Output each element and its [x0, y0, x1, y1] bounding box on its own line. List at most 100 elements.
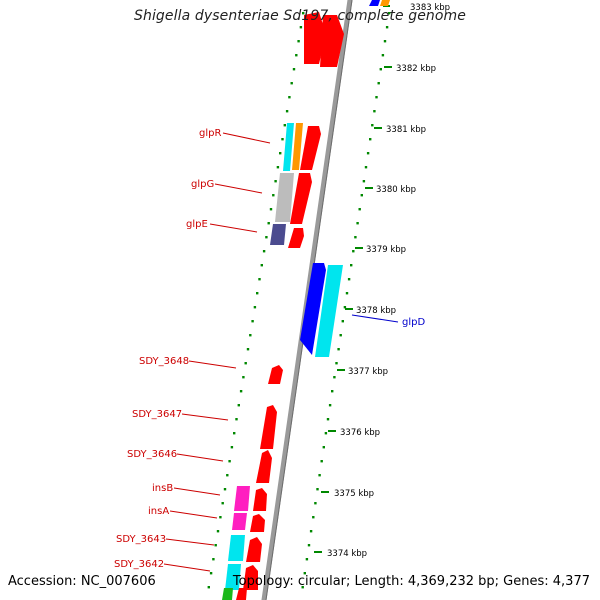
tick-dot-right [331, 390, 334, 393]
gene-insB-a[interactable] [234, 486, 250, 511]
tick-label: 3383 kbp [410, 3, 450, 13]
gene-bottom-red[interactable] [236, 588, 247, 600]
tick-dot-left [221, 502, 224, 505]
gene-bottom-green[interactable] [222, 588, 233, 600]
tick-dot-right [312, 516, 315, 519]
gene-SDY_3648[interactable] [268, 365, 283, 384]
gene-insB-b[interactable] [253, 488, 267, 511]
gene-SDY_3642-b[interactable] [243, 565, 258, 590]
tick-label: 3378 kbp [356, 306, 396, 316]
gene-label-SDY_3647[interactable]: SDY_3647 [132, 409, 182, 420]
tick-dot-right [343, 306, 347, 309]
tick-dot-left [295, 54, 298, 57]
gene-glpG-b[interactable] [290, 173, 312, 224]
tick-dot-left [292, 68, 296, 71]
gene-glpR-b[interactable] [292, 123, 303, 170]
gene-label-glpR[interactable]: glpR [199, 128, 221, 139]
tick-dot-left [302, 12, 305, 15]
gene-glpD-a[interactable] [300, 263, 326, 355]
gene-SDY_3642-a[interactable] [225, 564, 241, 590]
tick-dot-left [237, 404, 240, 407]
gene-leader-line [209, 223, 258, 233]
tick-dot-right [379, 68, 382, 71]
tick-dot-right [358, 208, 361, 211]
tick-label: 3374 kbp [327, 549, 367, 559]
tick-dot-right [326, 418, 330, 421]
tick-dot-layer [207, 5, 392, 589]
tick-label: 3376 kbp [340, 428, 380, 438]
tick-dot-left [267, 222, 270, 225]
tick-dot-left [207, 586, 210, 589]
gene-top-4[interactable] [380, 0, 390, 6]
tick-dot-right [371, 124, 374, 127]
tick-dot-right [347, 278, 351, 281]
gene-glpE-b[interactable] [288, 228, 304, 248]
tick-dot-right [383, 40, 387, 43]
tick-dot-left [246, 348, 250, 351]
gene-label-SDY_3648[interactable]: SDY_3648 [139, 356, 189, 367]
tick-dot-left [226, 474, 229, 477]
tick-dot-right [350, 264, 353, 267]
gene-label-insB[interactable]: insB [152, 483, 173, 494]
tick-label: 3377 kbp [348, 367, 388, 377]
tick-dot-left [274, 180, 277, 183]
tick-dot-left [239, 390, 243, 393]
accession-text: Accession: NC_007606 [8, 574, 156, 589]
gene-top-2[interactable] [320, 15, 344, 67]
tick-dot-left [272, 194, 275, 197]
gene-insA-a[interactable] [232, 513, 247, 530]
tick-dot-right [305, 558, 309, 561]
tick-dot-right [356, 222, 359, 225]
tick-dot-left [249, 334, 252, 337]
gene-label-glpE[interactable]: glpE [186, 219, 208, 230]
tick-dot-left [297, 40, 300, 43]
tick-label: 3375 kbp [334, 489, 374, 499]
gene-insA-b[interactable] [250, 514, 265, 532]
gene-top-3[interactable] [369, 0, 380, 6]
tick-dot-right [388, 12, 391, 15]
tick-dot-left [253, 306, 257, 309]
gene-glpR-a[interactable] [283, 123, 294, 171]
tick-dot-right [345, 292, 349, 295]
tick-dot-right [366, 152, 370, 155]
gene-label-SDY_3642[interactable]: SDY_3642 [114, 559, 164, 570]
gene-leader-line [176, 453, 224, 462]
gene-leader-line [351, 314, 399, 323]
gene-leader-line [181, 413, 229, 421]
tick-dot-right [335, 362, 338, 365]
tick-dot-left [299, 26, 303, 29]
gene-label-SDY_3643[interactable]: SDY_3643 [116, 534, 166, 545]
tick-dot-right [309, 530, 313, 533]
gene-glpG-a[interactable] [275, 173, 294, 222]
tick-dot-left [276, 166, 280, 169]
tick-dot-left [262, 250, 266, 253]
gene-SDY_3643-a[interactable] [228, 535, 245, 561]
tick-dot-right [318, 474, 321, 477]
tick-dot-right [381, 54, 385, 57]
gene-glpE-a[interactable] [270, 224, 286, 245]
tick-dot-left [228, 460, 231, 463]
tick-dot-left [290, 82, 293, 85]
gene-glpR-c[interactable] [300, 126, 321, 170]
tick-dot-right [377, 82, 380, 85]
gene-leader-line [169, 510, 218, 519]
gene-SDY_3643-b[interactable] [246, 537, 262, 562]
tick-dot-left [283, 124, 286, 127]
gene-top-1[interactable] [304, 12, 326, 64]
gene-SDY_3647[interactable] [260, 405, 277, 449]
gene-label-glpD[interactable]: glpD [402, 317, 425, 328]
gene-label-glpG[interactable]: glpG [191, 179, 214, 190]
tick-label: 3379 kbp [366, 245, 406, 255]
gene-label-SDY_3646[interactable]: SDY_3646 [127, 449, 177, 460]
tick-dot-right [303, 572, 306, 575]
tick-dot-right [333, 376, 336, 379]
gene-SDY_3646[interactable] [256, 450, 272, 483]
tick-dot-left [281, 138, 284, 141]
tick-dot-right [369, 138, 372, 141]
gene-glpD-b[interactable] [315, 265, 343, 357]
gene-label-insA[interactable]: insA [148, 506, 169, 517]
tick-label: 3381 kbp [386, 125, 426, 135]
tick-dot-left [242, 376, 245, 379]
